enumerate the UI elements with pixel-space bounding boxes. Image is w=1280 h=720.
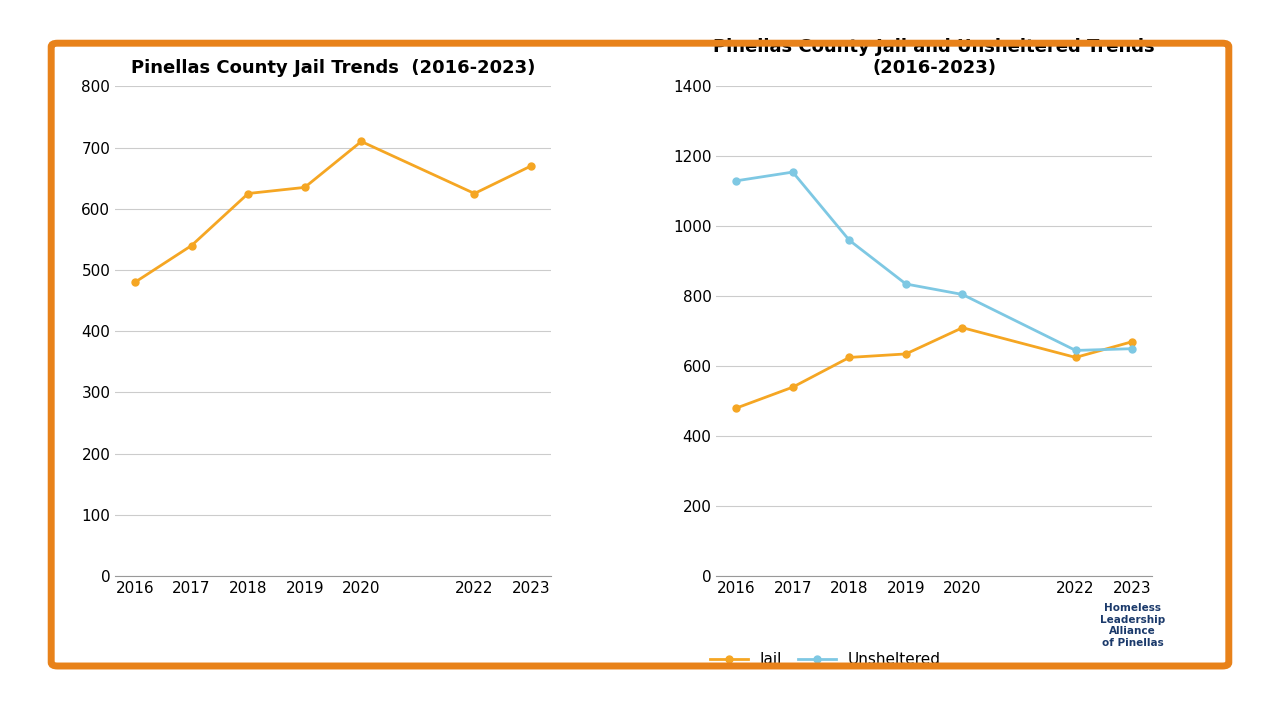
Legend: Jail, Unsheltered: Jail, Unsheltered — [709, 652, 941, 667]
Line: Jail: Jail — [732, 324, 1135, 412]
Jail — [1125, 338, 1140, 346]
Unsheltered — [785, 168, 800, 176]
Unsheltered — [1068, 346, 1083, 355]
Line: Unsheltered: Unsheltered — [732, 168, 1135, 354]
Unsheltered — [899, 279, 914, 288]
Jail — [785, 383, 800, 392]
Unsheltered — [955, 290, 970, 299]
Jail — [1068, 353, 1083, 361]
Jail — [842, 353, 858, 361]
Title: Pinellas County Jail Trends  (2016-2023): Pinellas County Jail Trends (2016-2023) — [131, 58, 535, 76]
Jail — [899, 350, 914, 359]
Jail — [728, 404, 744, 413]
Jail — [955, 323, 970, 332]
Title: Pinellas County Jail and Unsheltered Trends
(2016-2023): Pinellas County Jail and Unsheltered Tre… — [713, 37, 1155, 76]
Unsheltered — [842, 236, 858, 245]
Text: Homeless
Leadership
Alliance
of Pinellas: Homeless Leadership Alliance of Pinellas — [1101, 603, 1165, 648]
Unsheltered — [728, 176, 744, 185]
Unsheltered — [1125, 344, 1140, 353]
